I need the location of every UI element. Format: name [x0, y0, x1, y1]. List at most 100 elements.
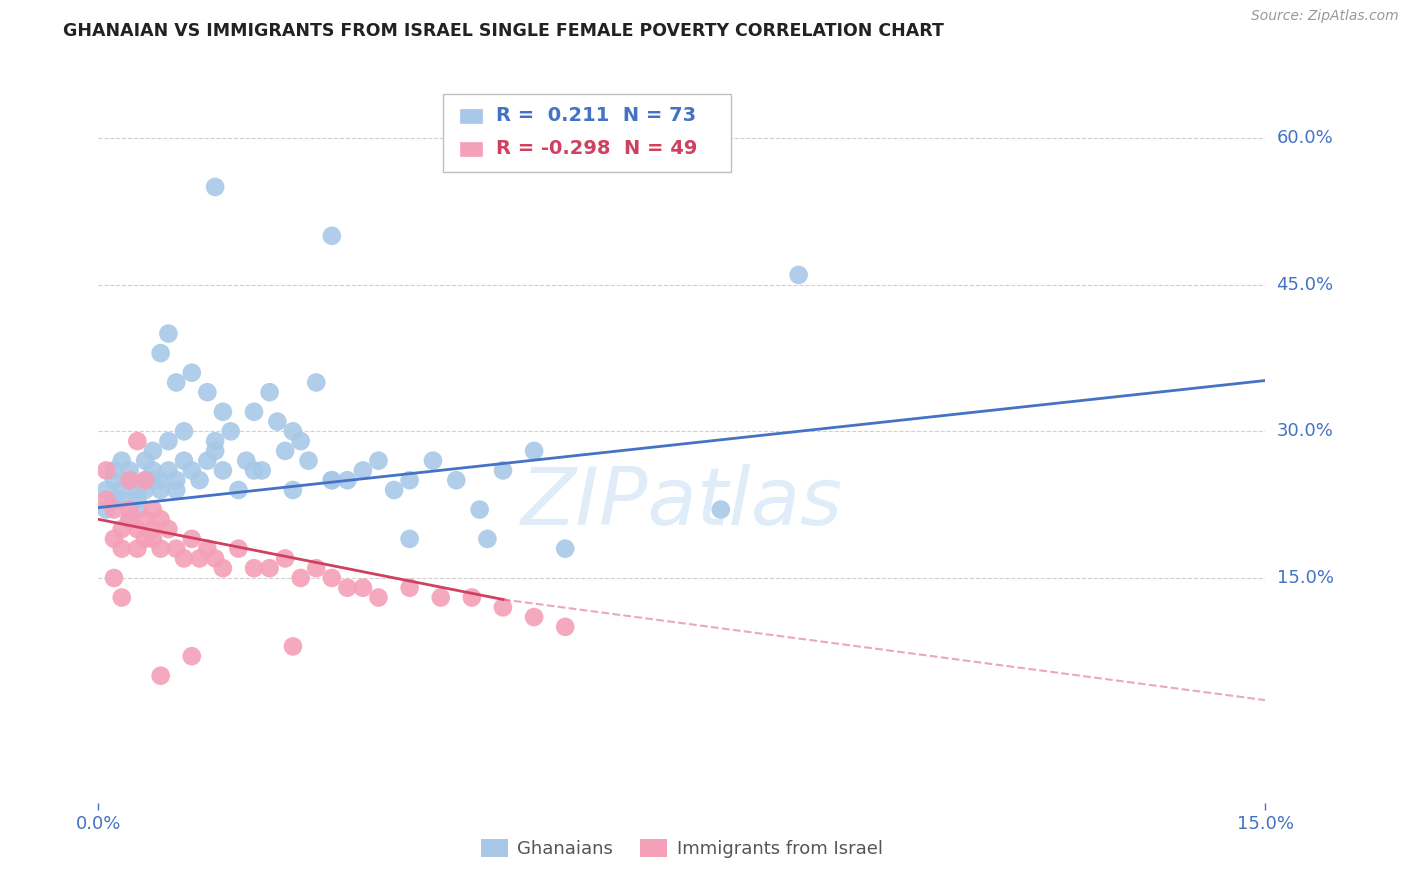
Point	[204, 434, 226, 449]
Point	[96, 483, 118, 497]
Point	[243, 405, 266, 419]
Point	[228, 541, 250, 556]
Point	[446, 473, 468, 487]
Point	[157, 434, 180, 449]
Point	[321, 473, 343, 487]
Point	[228, 483, 250, 497]
Point	[96, 502, 118, 516]
Point	[290, 434, 312, 449]
Point	[142, 532, 165, 546]
Point	[118, 473, 141, 487]
Point	[477, 532, 499, 546]
Point	[243, 463, 266, 477]
Point	[157, 463, 180, 477]
Text: ZIPatlas: ZIPatlas	[520, 464, 844, 542]
Point	[281, 483, 304, 497]
Point	[259, 385, 281, 400]
Point	[103, 571, 125, 585]
Point	[96, 492, 118, 507]
Point	[195, 385, 218, 400]
Text: Source: ZipAtlas.com: Source: ZipAtlas.com	[1251, 9, 1399, 23]
Point	[321, 228, 343, 243]
Point	[173, 453, 195, 467]
Point	[134, 512, 156, 526]
Point	[180, 463, 202, 477]
Point	[96, 463, 118, 477]
Point	[173, 425, 195, 439]
Point	[219, 425, 242, 439]
Point	[157, 522, 180, 536]
Point	[134, 473, 156, 487]
Point	[266, 415, 288, 429]
Point	[352, 581, 374, 595]
Legend: Ghanaians, Immigrants from Israel: Ghanaians, Immigrants from Israel	[474, 831, 890, 865]
Point	[173, 551, 195, 566]
Point	[111, 522, 134, 536]
Point	[111, 483, 134, 497]
Point	[305, 376, 328, 390]
Point	[127, 502, 149, 516]
Point	[305, 561, 328, 575]
Point	[165, 483, 187, 497]
Point	[204, 443, 226, 458]
Point	[103, 492, 125, 507]
Text: 15.0%: 15.0%	[1277, 569, 1333, 587]
Point	[118, 463, 141, 477]
Point	[134, 473, 156, 487]
Point	[134, 453, 156, 467]
Point	[468, 502, 491, 516]
Point	[297, 453, 319, 467]
Point	[111, 591, 134, 605]
Point	[118, 512, 141, 526]
Point	[235, 453, 257, 467]
Point	[180, 649, 202, 664]
Point	[290, 571, 312, 585]
Point	[103, 502, 125, 516]
Point	[195, 541, 218, 556]
Point	[259, 561, 281, 575]
Point	[111, 492, 134, 507]
Point	[149, 541, 172, 556]
Point	[149, 346, 172, 360]
Point	[204, 180, 226, 194]
Point	[787, 268, 810, 282]
Point	[281, 425, 304, 439]
Point	[111, 541, 134, 556]
Point	[429, 591, 451, 605]
Point	[492, 463, 515, 477]
Point	[336, 473, 359, 487]
Point	[212, 561, 235, 575]
Point	[149, 473, 172, 487]
Point	[127, 541, 149, 556]
Point	[134, 483, 156, 497]
Point	[523, 443, 546, 458]
Point	[212, 405, 235, 419]
Text: 60.0%: 60.0%	[1277, 129, 1333, 147]
Point	[127, 492, 149, 507]
Point	[127, 522, 149, 536]
Point	[103, 463, 125, 477]
Point	[142, 463, 165, 477]
Point	[103, 473, 125, 487]
Text: 30.0%: 30.0%	[1277, 422, 1333, 441]
Text: R = -0.298  N = 49: R = -0.298 N = 49	[496, 139, 697, 159]
Point	[398, 532, 420, 546]
Point	[180, 532, 202, 546]
Point	[142, 473, 165, 487]
Text: 45.0%: 45.0%	[1277, 276, 1334, 293]
Point	[149, 669, 172, 683]
Point	[281, 640, 304, 654]
Point	[274, 443, 297, 458]
Point	[142, 443, 165, 458]
Point	[180, 366, 202, 380]
Point	[188, 551, 211, 566]
Point	[422, 453, 444, 467]
Point	[103, 532, 125, 546]
Point	[127, 483, 149, 497]
Point	[195, 453, 218, 467]
Point	[710, 502, 733, 516]
Point	[188, 473, 211, 487]
Point	[321, 473, 343, 487]
Point	[367, 591, 389, 605]
Point	[398, 581, 420, 595]
